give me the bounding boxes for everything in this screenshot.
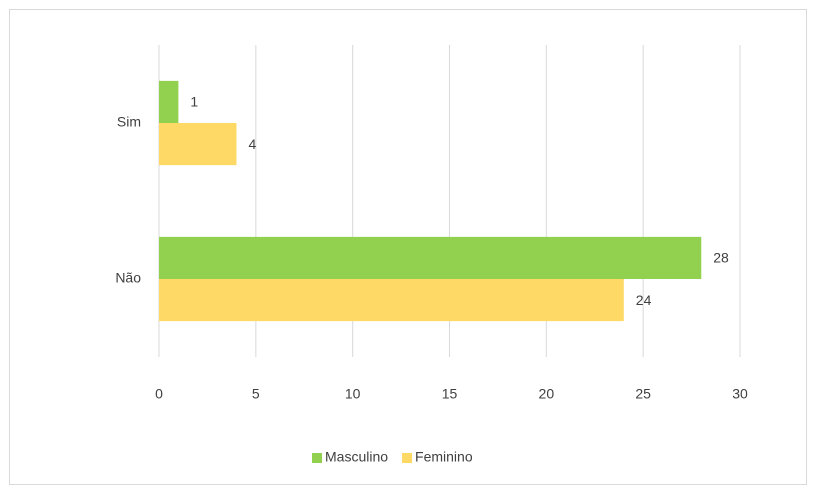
x-tick-label: 25 — [635, 386, 651, 402]
data-label: 24 — [636, 292, 652, 308]
bar — [159, 236, 702, 279]
x-tick-label: 30 — [732, 386, 748, 402]
data-label: 1 — [190, 94, 198, 110]
data-label: 4 — [248, 136, 256, 152]
legend-swatch — [402, 453, 413, 463]
data-label: 28 — [713, 250, 729, 266]
bar — [159, 123, 237, 166]
x-tick-label: 10 — [345, 386, 361, 402]
x-tick-label: 0 — [155, 386, 163, 402]
legend-label: Masculino — [325, 449, 388, 465]
legend-swatch — [312, 453, 322, 463]
x-tick-label: 15 — [442, 386, 458, 402]
bar — [159, 80, 179, 123]
bar — [159, 279, 624, 322]
y-tick-label: Não — [115, 270, 141, 286]
x-tick-label: 20 — [539, 386, 555, 402]
legend-label: Feminino — [415, 449, 473, 465]
y-tick-label: Sim — [117, 114, 141, 130]
x-tick-label: 5 — [252, 386, 260, 402]
